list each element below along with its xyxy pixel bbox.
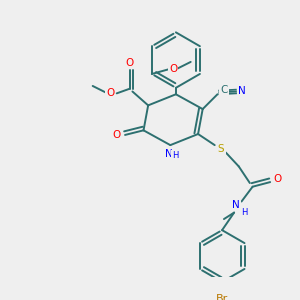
Text: O: O <box>112 130 121 140</box>
Text: S: S <box>218 144 224 154</box>
Text: C: C <box>220 85 228 95</box>
Text: O: O <box>273 174 282 184</box>
Text: O: O <box>169 64 177 74</box>
Text: N: N <box>232 200 240 210</box>
Text: N: N <box>238 85 245 96</box>
Text: H: H <box>241 208 248 217</box>
Text: O: O <box>106 88 114 98</box>
Text: O: O <box>125 58 134 68</box>
Text: H: H <box>172 151 178 160</box>
Text: Br: Br <box>216 293 228 300</box>
Text: N: N <box>165 149 172 159</box>
